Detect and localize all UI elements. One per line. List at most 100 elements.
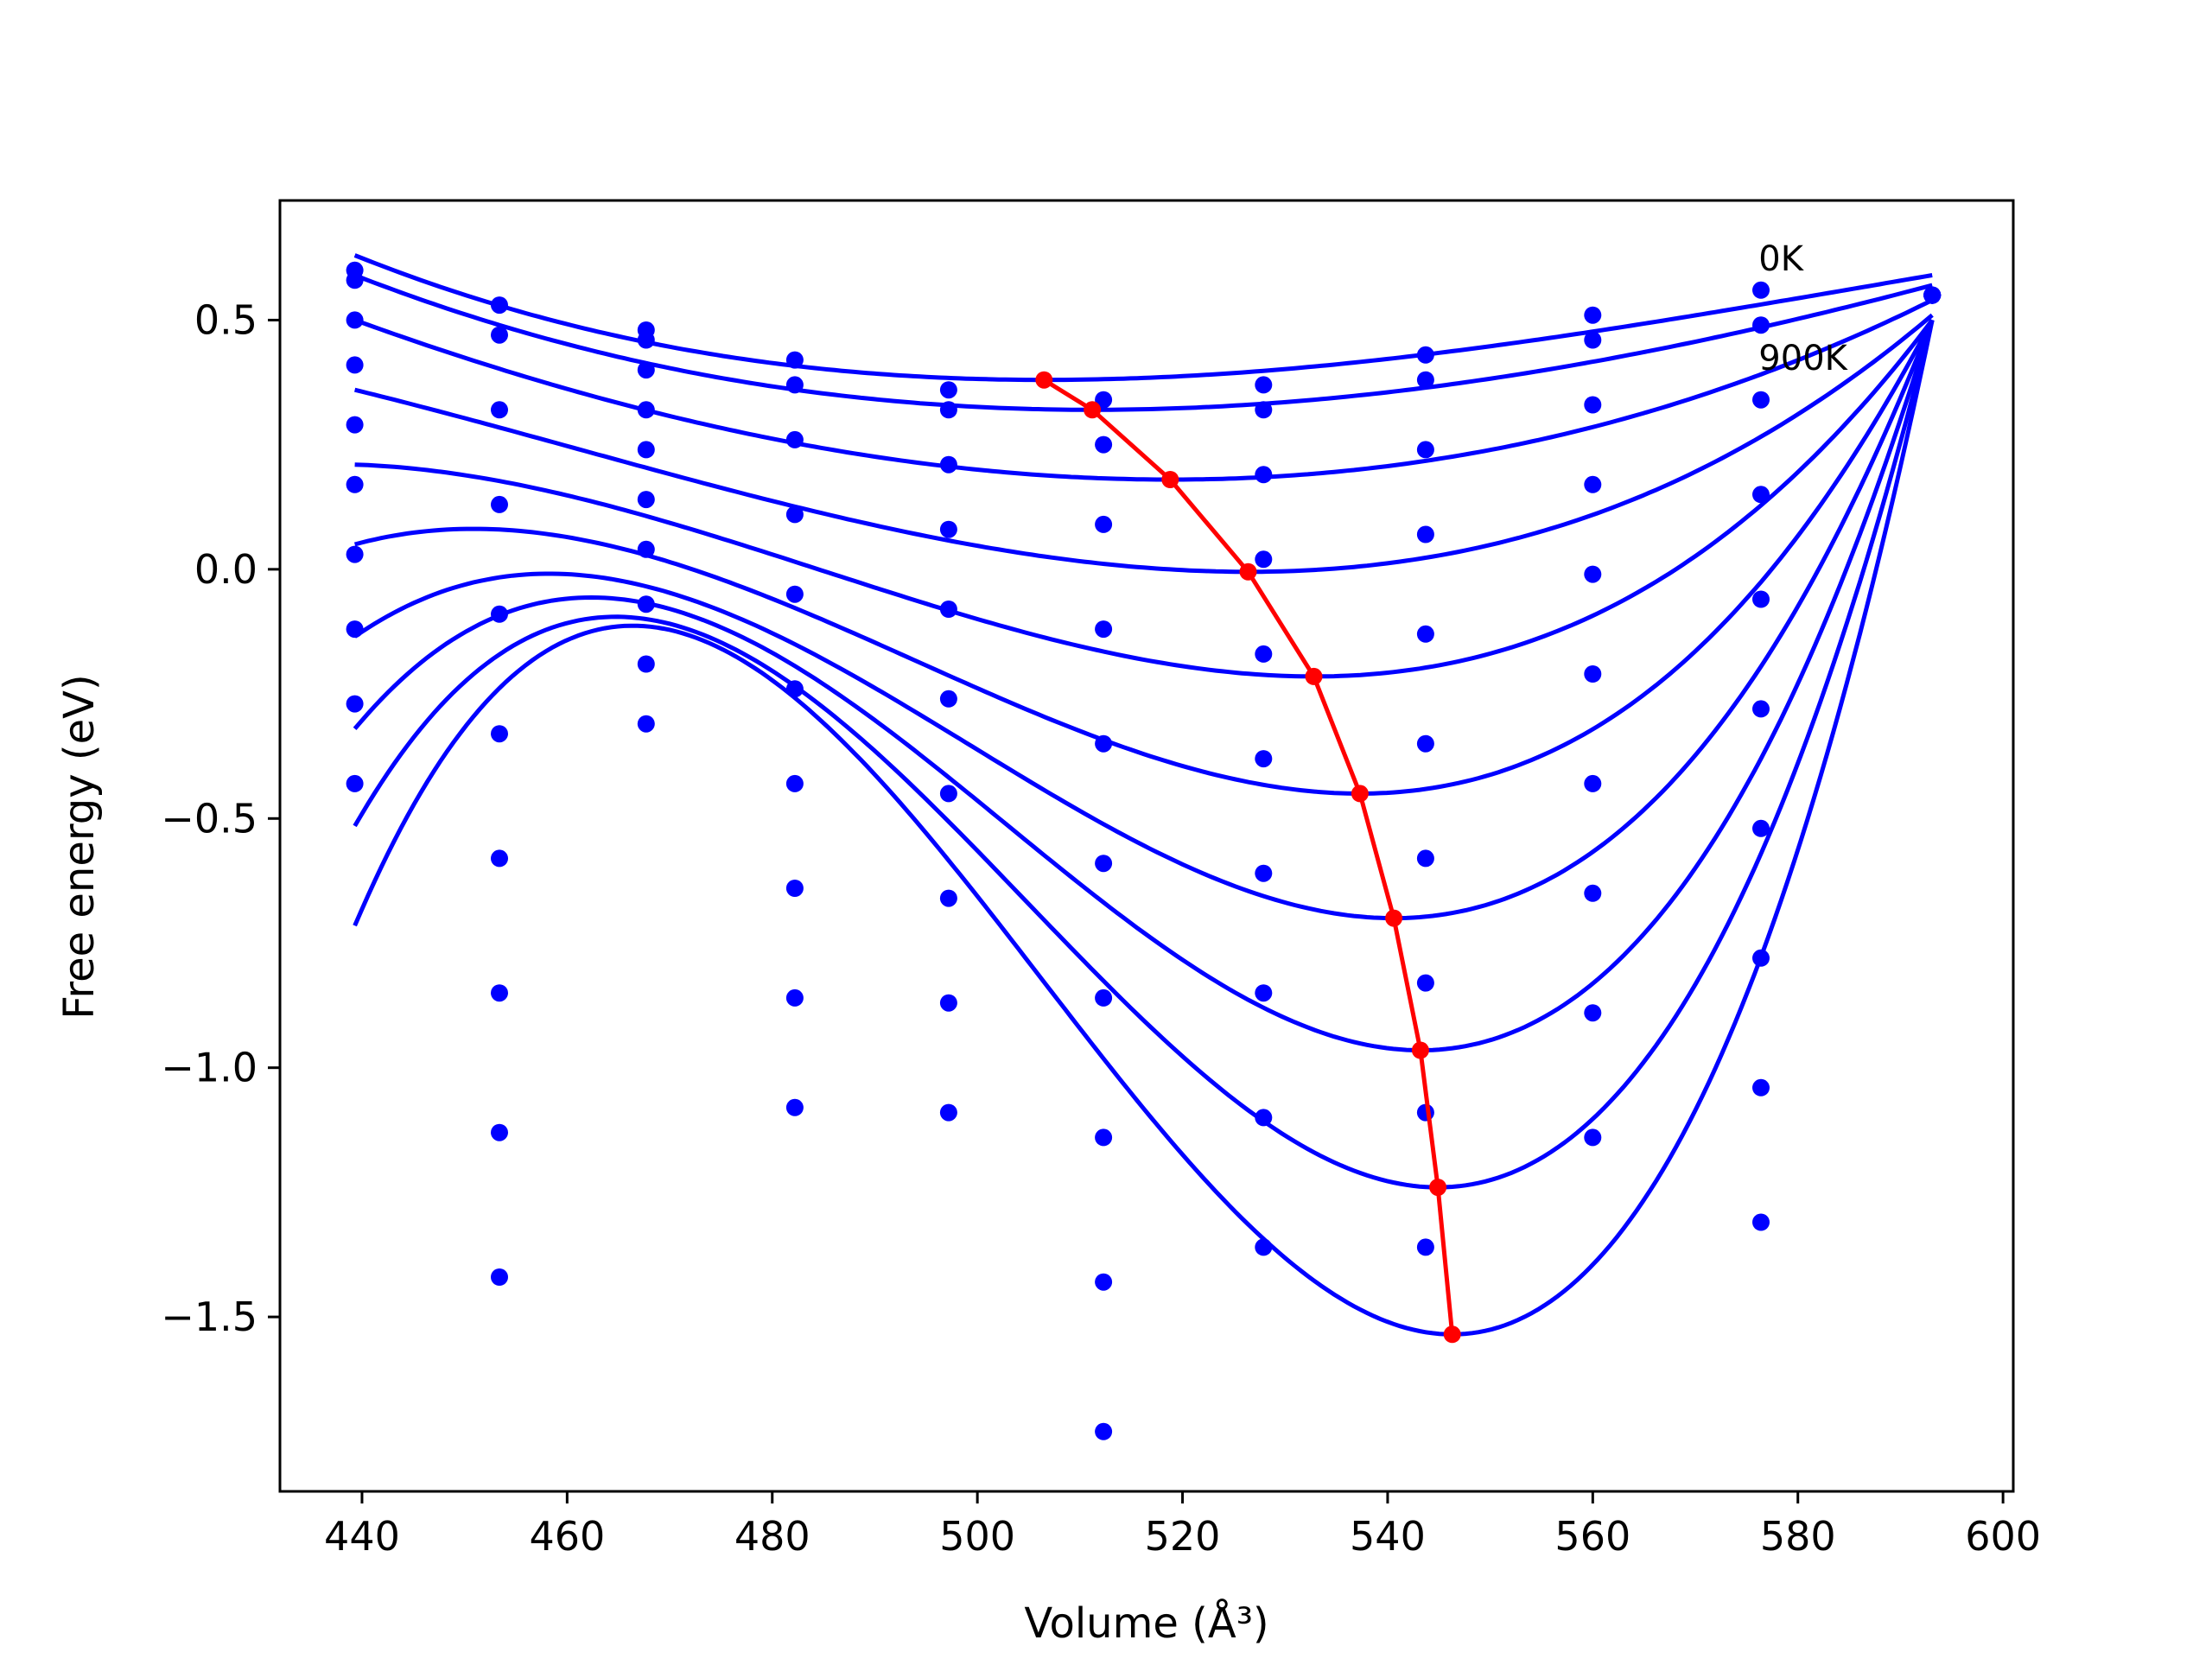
- data-point-1-9: [1584, 306, 1602, 324]
- x-tick-label-500: 500: [939, 1513, 1015, 1560]
- data-point-10-4: [785, 1098, 804, 1116]
- data-point-9-3: [637, 655, 655, 673]
- data-point-3-10: [1752, 391, 1770, 409]
- data-point-6-6: [1095, 855, 1113, 873]
- data-point-6-10: [1752, 700, 1770, 718]
- fit-curve-8: [353, 319, 1935, 1053]
- y-axis-ticks: 0.5 0.0 −0.5 −1.0 −1.5: [161, 296, 280, 1340]
- fit-curve-9: [353, 319, 1935, 1190]
- data-point-5-2: [491, 605, 508, 623]
- data-point-1-7: [1255, 376, 1273, 394]
- minimum-point-4: [1239, 563, 1257, 581]
- x-tick-label-560: 560: [1554, 1513, 1630, 1560]
- minimum-line: [1035, 371, 1461, 1344]
- data-point-3-9: [1584, 396, 1602, 414]
- data-point-4-7: [1255, 550, 1273, 569]
- data-point-5-4: [785, 585, 804, 603]
- data-point-1-8: [1416, 346, 1434, 364]
- data-point-7-2: [491, 849, 508, 868]
- data-point-6-3: [637, 491, 655, 509]
- fit-curve-10: [353, 319, 1935, 1337]
- annotation-1: 0K: [1758, 239, 1804, 279]
- fit-curve-2: [353, 273, 1933, 412]
- data-point-4-3: [637, 401, 655, 419]
- data-point-5-6: [1095, 734, 1113, 753]
- data-point-6-4: [785, 680, 804, 698]
- data-point-2-2: [491, 326, 508, 344]
- x-tick-label-440: 440: [324, 1513, 400, 1560]
- y-tick-label-1: 0.0: [194, 546, 257, 593]
- data-point-8-2: [491, 984, 508, 1002]
- data-point-5-3: [637, 441, 655, 459]
- x-tick-label-480: 480: [734, 1513, 810, 1560]
- x-tick-label-520: 520: [1145, 1513, 1221, 1560]
- data-point-5-7: [1255, 645, 1273, 663]
- data-point-6-1: [346, 475, 364, 493]
- data-point-3-2: [491, 401, 508, 419]
- fit-curve-7: [353, 319, 1935, 921]
- data-point-9-10: [1752, 1078, 1770, 1096]
- data-point-9-7: [1255, 1109, 1273, 1127]
- data-point-10-10: [1752, 1213, 1770, 1231]
- data-point-9-9: [1584, 1004, 1602, 1022]
- data-point-5-8: [1416, 625, 1434, 643]
- data-point-8-6: [1095, 1128, 1113, 1147]
- data-point-8-10: [1752, 949, 1770, 967]
- y-tick-label-3: −1.0: [161, 1045, 257, 1091]
- minimum-path: [1042, 378, 1455, 1335]
- data-point-5-9: [1584, 565, 1602, 583]
- data-point-2-3: [637, 331, 655, 349]
- data-point-2-1: [346, 271, 364, 289]
- data-point-7-1: [346, 545, 364, 563]
- y-tick-label-0: 0.5: [194, 296, 257, 343]
- annotation-2: 900K: [1758, 339, 1848, 378]
- minimum-point-10: [1443, 1325, 1461, 1344]
- x-axis-ticks: 440 460 480 500 520 540 560 580 600: [324, 1491, 2041, 1560]
- y-axis-label: Free energy (eV): [55, 674, 104, 1019]
- fit-curve-6: [353, 319, 1935, 796]
- data-point-6-5: [939, 690, 957, 708]
- minimum-point-3: [1161, 471, 1179, 488]
- data-point-3-1: [346, 311, 364, 329]
- data-point-3-7: [1255, 466, 1273, 484]
- data-point-8-1: [346, 620, 364, 639]
- fit-curve-1: [353, 253, 1933, 383]
- data-point-1-10: [1752, 281, 1770, 299]
- data-point-6-7: [1255, 750, 1273, 768]
- data-point-6-9: [1584, 665, 1602, 683]
- x-tick-label-600: 600: [1965, 1513, 2041, 1560]
- data-points: [346, 261, 1942, 1440]
- data-point-9-2: [491, 1123, 508, 1141]
- data-point-10-7: [1255, 1238, 1273, 1256]
- data-point-2-9: [1584, 331, 1602, 349]
- fit-curve-3: [353, 298, 1934, 482]
- data-point-7-6: [1095, 988, 1113, 1007]
- data-point-10-1: [346, 774, 364, 792]
- data-point-3-8: [1416, 441, 1434, 459]
- data-point-3-3: [637, 361, 655, 379]
- data-point-9-5: [939, 994, 957, 1012]
- data-point-8-7: [1255, 984, 1273, 1002]
- data-point-5-5: [939, 601, 957, 618]
- data-point-10-2: [491, 1268, 508, 1286]
- x-tick-label-580: 580: [1760, 1513, 1836, 1560]
- fit-curve-5: [354, 318, 1935, 679]
- minimum-point-5: [1305, 667, 1323, 685]
- x-axis-label: Volume (Å³): [1024, 1599, 1268, 1648]
- minimum-point-7: [1385, 909, 1403, 927]
- data-point-4-9: [1584, 475, 1602, 493]
- axes-frame: [278, 199, 2015, 1493]
- y-tick-label-4: −1.5: [161, 1294, 257, 1340]
- data-point-10-6: [1095, 1422, 1113, 1440]
- annotations: 0K 900K: [1758, 239, 1848, 378]
- data-point-3-4: [785, 430, 804, 448]
- minimum-point-2: [1084, 401, 1102, 419]
- data-point-10-11: [1923, 286, 1942, 304]
- x-tick-label-540: 540: [1350, 1513, 1426, 1560]
- data-point-10-5: [939, 1103, 957, 1122]
- data-point-1-6: [1095, 391, 1113, 409]
- data-point-5-1: [346, 416, 364, 434]
- data-point-10-3: [637, 715, 655, 733]
- data-point-7-5: [939, 785, 957, 803]
